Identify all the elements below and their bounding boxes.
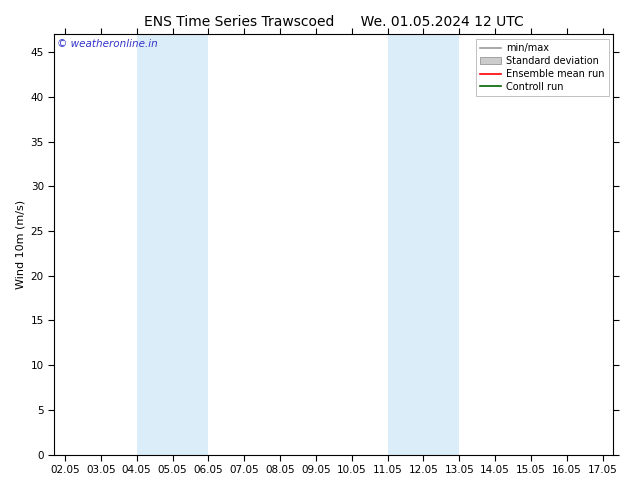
Legend: min/max, Standard deviation, Ensemble mean run, Controll run: min/max, Standard deviation, Ensemble me… bbox=[476, 39, 609, 96]
Text: © weatheronline.in: © weatheronline.in bbox=[57, 39, 158, 49]
Bar bbox=[387, 34, 459, 455]
Bar bbox=[137, 34, 209, 455]
Title: ENS Time Series Trawscoed      We. 01.05.2024 12 UTC: ENS Time Series Trawscoed We. 01.05.2024… bbox=[144, 15, 524, 29]
Y-axis label: Wind 10m (m/s): Wind 10m (m/s) bbox=[15, 200, 25, 289]
